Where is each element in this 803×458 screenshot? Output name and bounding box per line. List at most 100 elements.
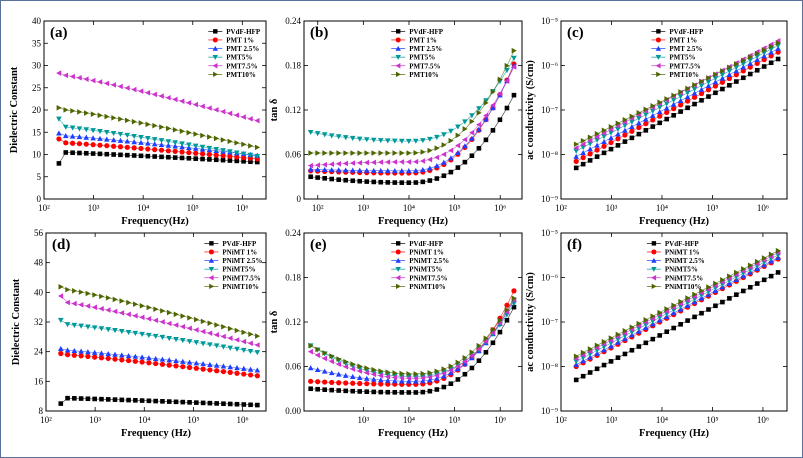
data-point <box>125 329 132 336</box>
data-point <box>132 358 138 364</box>
data-point <box>321 132 328 138</box>
data-point <box>685 318 690 323</box>
data-point <box>511 55 517 61</box>
x-tick-label: 10³ <box>88 203 100 213</box>
data-point <box>145 89 151 96</box>
data-point <box>483 137 489 143</box>
data-point <box>601 150 607 156</box>
data-point <box>214 368 220 374</box>
data-point <box>105 327 112 333</box>
data-point <box>227 153 233 159</box>
data-point <box>740 75 746 81</box>
y-tick-label: 24 <box>34 347 44 357</box>
data-point <box>663 101 670 107</box>
data-point <box>754 60 760 67</box>
data-point <box>112 296 118 303</box>
legend-marker <box>655 63 661 69</box>
data-point <box>152 333 159 340</box>
data-point <box>413 158 419 165</box>
data-point <box>420 375 426 381</box>
legend-marker <box>651 275 657 281</box>
data-point <box>455 377 461 382</box>
data-point <box>580 150 586 156</box>
data-point <box>322 176 327 181</box>
data-point <box>378 389 384 395</box>
data-point <box>343 358 349 365</box>
data-point <box>594 342 600 349</box>
y-tick-label: 10⁻⁶ <box>541 273 558 283</box>
data-point <box>684 98 691 104</box>
data-point <box>240 114 246 120</box>
data-point <box>200 361 206 367</box>
data-point <box>448 370 454 376</box>
data-point <box>629 128 635 134</box>
data-point <box>608 335 614 341</box>
data-point <box>622 123 628 129</box>
panel-label: (b) <box>310 25 328 41</box>
data-point <box>104 143 110 149</box>
data-point <box>172 148 178 154</box>
data-point <box>448 155 454 161</box>
data-point <box>427 377 433 383</box>
data-point <box>104 129 110 136</box>
chart-panel-d: 10² 10³ 10⁴ 10⁵ 10⁶ 8 16 24 32 40 48 56 Frequency (H… <box>11 228 267 439</box>
data-point <box>377 377 384 383</box>
data-point <box>713 90 718 96</box>
data-point <box>650 117 656 123</box>
data-point <box>455 359 461 366</box>
data-point <box>685 85 691 92</box>
data-point <box>483 112 489 119</box>
data-point <box>671 106 677 112</box>
data-point <box>343 177 349 183</box>
data-point <box>378 368 384 374</box>
x-tick-label: 10⁶ <box>757 203 769 213</box>
data-point <box>580 141 586 148</box>
data-point <box>213 147 220 153</box>
data-point <box>328 370 335 376</box>
data-point <box>105 350 112 357</box>
data-point <box>740 57 747 64</box>
data-point <box>349 373 356 379</box>
data-point <box>733 68 740 74</box>
y-tick-label: 10⁻⁹ <box>541 406 558 416</box>
data-point <box>76 75 82 81</box>
data-point <box>740 64 747 70</box>
data-point <box>111 143 117 149</box>
data-point <box>153 360 159 367</box>
data-point <box>234 327 240 334</box>
legend-label: PNiMT7.5% <box>665 274 703 282</box>
data-point <box>173 363 179 369</box>
data-point <box>104 80 110 87</box>
data-point <box>91 349 98 355</box>
data-point <box>448 169 454 175</box>
y-tick-label: 10⁻⁶ <box>541 61 558 71</box>
data-point <box>469 349 475 356</box>
data-point <box>497 329 503 335</box>
data-point <box>308 174 313 180</box>
data-point <box>118 116 124 122</box>
data-point <box>455 165 461 170</box>
legend-marker <box>651 249 657 255</box>
data-point <box>594 154 600 159</box>
legend-marker <box>395 266 401 272</box>
legend-label: PVdF-HFP <box>222 240 257 248</box>
data-point <box>657 99 663 106</box>
data-point <box>104 136 110 142</box>
series-line <box>310 290 515 385</box>
data-point <box>663 105 670 111</box>
data-point <box>713 71 719 78</box>
legend-marker <box>396 283 401 290</box>
legend-marker <box>208 275 214 281</box>
data-point <box>166 399 172 404</box>
data-point <box>158 147 165 153</box>
data-point <box>349 160 356 166</box>
panel-label: (a) <box>50 25 68 41</box>
data-point <box>85 353 91 360</box>
data-point <box>413 390 419 395</box>
legend-label: PNiMT5% <box>665 266 698 274</box>
data-point <box>139 398 145 403</box>
data-point <box>307 166 314 172</box>
data-point <box>775 247 781 254</box>
data-point <box>699 287 705 294</box>
data-point <box>677 94 684 100</box>
